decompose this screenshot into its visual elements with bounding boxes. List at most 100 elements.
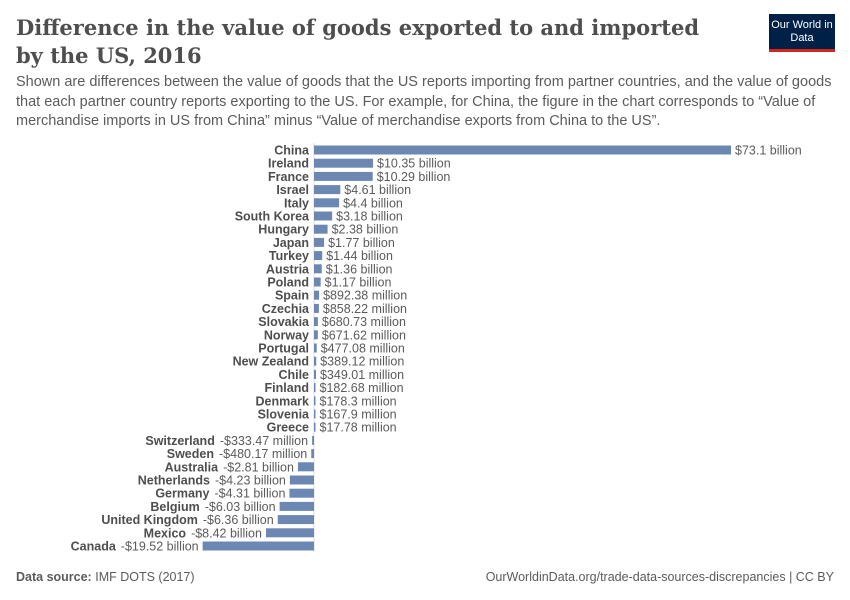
- bar[interactable]: [314, 211, 333, 221]
- category-label: Germany: [155, 487, 209, 501]
- data-label: $680.73 million: [322, 315, 406, 329]
- footer-link[interactable]: OurWorldinData.org/trade-data-sources-di…: [485, 570, 834, 584]
- category-label: Israel: [276, 183, 309, 197]
- data-label: $4.61 billion: [344, 183, 411, 197]
- category-label: Australia: [165, 460, 220, 474]
- category-label: Belgium: [150, 500, 199, 514]
- data-label: $892.38 million: [323, 289, 407, 303]
- data-label: -$6.03 billion: [205, 500, 276, 514]
- category-label: Mexico: [144, 526, 187, 540]
- data-label: -$333.47 million: [220, 434, 308, 448]
- data-label: $73.1 billion: [735, 144, 802, 158]
- data-label: -$480.17 million: [219, 447, 307, 461]
- bar[interactable]: [314, 224, 328, 234]
- category-label: Chile: [278, 368, 309, 382]
- data-label: $167.9 million: [320, 408, 397, 422]
- category-label: South Korea: [235, 210, 310, 224]
- logo-text: Our World in Data: [771, 19, 833, 44]
- category-label: Norway: [264, 328, 309, 342]
- data-label: $10.35 billion: [377, 157, 451, 171]
- data-label: $178.3 million: [320, 394, 397, 408]
- category-label: Portugal: [258, 342, 309, 356]
- bar[interactable]: [314, 383, 316, 393]
- data-label: $858.22 million: [323, 302, 407, 316]
- data-label: $389.12 million: [320, 355, 404, 369]
- data-label: $349.01 million: [320, 368, 404, 382]
- bar[interactable]: [289, 488, 314, 498]
- category-label: Finland: [265, 381, 309, 395]
- data-label: $477.08 million: [321, 342, 405, 356]
- data-label: -$4.31 billion: [215, 487, 286, 501]
- bar[interactable]: [314, 145, 731, 155]
- data-label: -$2.81 billion: [223, 460, 294, 474]
- source-value: IMF DOTS (2017): [95, 570, 195, 584]
- bar[interactable]: [314, 396, 316, 406]
- category-label: New Zealand: [233, 355, 309, 369]
- data-source: Data source: IMF DOTS (2017): [16, 570, 195, 584]
- bar[interactable]: [314, 171, 373, 181]
- bar[interactable]: [312, 435, 314, 445]
- data-label: $4.4 billion: [343, 196, 403, 210]
- bar[interactable]: [314, 369, 316, 379]
- data-label: -$4.23 billion: [215, 474, 286, 488]
- category-label: Canada: [71, 540, 117, 554]
- category-label: Austria: [266, 262, 310, 276]
- category-label: Hungary: [258, 223, 309, 237]
- category-label: Denmark: [256, 394, 310, 408]
- data-label: -$8.42 billion: [191, 526, 262, 540]
- category-label: France: [268, 170, 309, 184]
- category-label: Ireland: [268, 157, 309, 171]
- category-label: Switzerland: [145, 434, 214, 448]
- data-label: $10.29 billion: [377, 170, 451, 184]
- data-label: $182.68 million: [320, 381, 404, 395]
- category-label: Netherlands: [138, 474, 210, 488]
- data-label: -$19.52 billion: [121, 540, 199, 554]
- data-label: $3.18 billion: [336, 210, 403, 224]
- data-label: $2.38 billion: [332, 223, 399, 237]
- bar[interactable]: [314, 237, 325, 247]
- bar[interactable]: [279, 501, 314, 511]
- category-label: Greece: [267, 421, 309, 435]
- bar[interactable]: [277, 515, 314, 525]
- bar[interactable]: [314, 264, 322, 274]
- bar[interactable]: [314, 409, 316, 419]
- category-label: Italy: [284, 196, 309, 210]
- category-label: Spain: [275, 289, 309, 303]
- bar[interactable]: [314, 356, 317, 366]
- data-label: $1.17 billion: [325, 276, 392, 290]
- bar[interactable]: [311, 449, 314, 459]
- bar[interactable]: [265, 528, 314, 538]
- bar[interactable]: [314, 198, 340, 208]
- bar[interactable]: [202, 541, 314, 551]
- bar[interactable]: [314, 185, 341, 195]
- bar[interactable]: [314, 303, 319, 313]
- data-label: $17.78 million: [320, 421, 397, 435]
- bar[interactable]: [314, 251, 323, 261]
- category-label: Japan: [273, 236, 309, 250]
- data-label: $1.77 billion: [328, 236, 395, 250]
- data-label: -$6.36 billion: [203, 513, 274, 527]
- category-label: Slovakia: [258, 315, 310, 329]
- data-label: $1.44 billion: [326, 249, 393, 263]
- category-label: United Kingdom: [101, 513, 198, 527]
- bar[interactable]: [314, 317, 318, 327]
- category-label: Turkey: [269, 249, 309, 263]
- category-label: Sweden: [167, 447, 214, 461]
- bar[interactable]: [314, 158, 374, 168]
- data-label: $1.36 billion: [326, 262, 393, 276]
- chart-subtitle: Shown are differences between the value …: [16, 74, 832, 129]
- bar[interactable]: [297, 462, 314, 472]
- chart-title: Difference in the value of goods exporte…: [16, 15, 700, 68]
- bar[interactable]: [314, 330, 318, 340]
- category-label: Poland: [267, 276, 309, 290]
- owid-logo[interactable]: Our World in Data: [769, 14, 835, 52]
- bar[interactable]: [314, 277, 321, 287]
- bar[interactable]: [289, 475, 314, 485]
- source-label: Data source:: [16, 570, 92, 584]
- bar[interactable]: [314, 422, 316, 432]
- category-label: Slovenia: [258, 408, 310, 422]
- category-label: China: [274, 144, 310, 158]
- category-label: Czechia: [262, 302, 310, 316]
- bar[interactable]: [314, 343, 317, 353]
- bar[interactable]: [314, 290, 320, 300]
